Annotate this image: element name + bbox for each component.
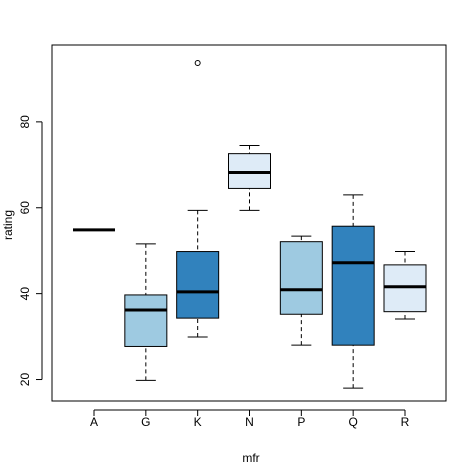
x-tick-label: N [245, 415, 254, 429]
y-tick-label: 80 [18, 115, 32, 129]
x-tick-label: Q [348, 415, 357, 429]
box [228, 153, 271, 189]
box [383, 264, 427, 313]
x-axis-label: mfr [242, 451, 259, 465]
y-axis-label: rating [1, 210, 15, 240]
y-tick-label: 20 [18, 373, 32, 387]
y-tick-label: 60 [18, 201, 32, 215]
x-tick-label: K [194, 415, 202, 429]
outlier [194, 60, 201, 67]
x-tick-label: P [297, 415, 305, 429]
box [279, 241, 323, 315]
box [124, 294, 168, 347]
plot-frame [51, 44, 447, 402]
x-tick-label: A [90, 415, 98, 429]
y-tick-label: 40 [18, 287, 32, 301]
box [176, 251, 220, 319]
box [331, 225, 375, 346]
x-tick-label: R [401, 415, 410, 429]
x-tick-label: G [141, 415, 150, 429]
